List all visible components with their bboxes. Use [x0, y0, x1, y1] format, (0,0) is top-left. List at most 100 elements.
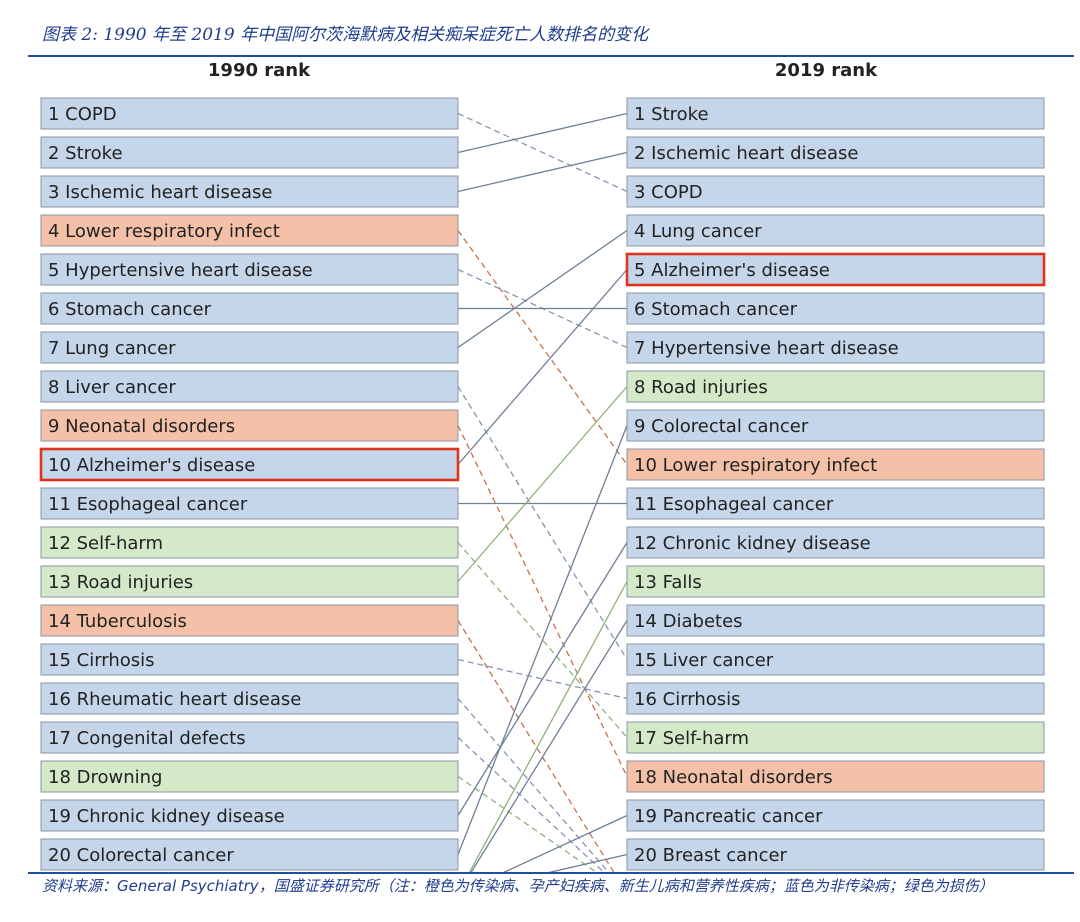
left-column-title: 1990 rank [208, 60, 311, 81]
right-rank-label-7: 7 Hypertensive heart disease [634, 338, 899, 359]
right-rank-box-2 [626, 136, 1045, 169]
source-reference: General Psychiatry [117, 877, 259, 895]
left-rank-label-5: 5 Hypertensive heart disease [48, 260, 313, 281]
left-rank-label-15: 15 Cirrhosis [48, 650, 155, 671]
left-rank-box-5 [40, 253, 459, 286]
right-rank-box-18 [626, 760, 1045, 793]
right-rank-label-6: 6 Stomach cancer [634, 299, 798, 320]
right-rank-box-11 [626, 487, 1045, 520]
link-line-self-harm [457, 542, 628, 738]
left-rank-box-8 [40, 370, 459, 403]
left-rank-box-4 [40, 214, 459, 247]
right-rank-label-3: 3 COPD [634, 182, 703, 203]
right-rank-label-2: 2 Ischemic heart disease [634, 143, 858, 164]
rank-boxes: 1 COPD 2 Stroke 3 Ischemic heart disease 4 … [39, 97, 1046, 871]
link-line-copd [457, 112, 628, 193]
right-rank-box-9 [626, 409, 1045, 442]
left-rank-box-15 [40, 643, 459, 676]
bottom-rule [28, 872, 1074, 874]
left-rank-label-4: 4 Lower respiratory infect [48, 221, 280, 242]
right-rank-label-13: 13 Falls [634, 572, 702, 593]
left-rank-label-8: 8 Liver cancer [48, 377, 176, 398]
left-rank-box-3 [40, 175, 459, 208]
right-rank-label-4: 4 Lung cancer [634, 221, 762, 242]
rank-change-chart: 1 COPD 2 Stroke 3 Ischemic heart disease 4 … [39, 60, 1046, 872]
left-rank-box-11 [40, 487, 459, 520]
right-rank-box-14 [626, 604, 1045, 637]
left-rank-label-16: 16 Rheumatic heart disease [48, 689, 301, 710]
link-line-ischemic-heart-disease [457, 151, 628, 193]
top-rule [28, 55, 1074, 57]
right-rank-box-10 [626, 448, 1045, 481]
right-rank-box-13 [626, 565, 1045, 598]
right-rank-box-3 [626, 175, 1045, 208]
right-rank-box-4 [626, 214, 1045, 247]
right-rank-box-1 [626, 97, 1045, 130]
left-rank-box-12 [40, 526, 459, 559]
right-rank-label-19: 19 Pancreatic cancer [634, 806, 823, 827]
link-line-lung-cancer [457, 229, 628, 349]
left-rank-label-20: 20 Colorectal cancer [48, 845, 234, 866]
left-rank-box-17 [40, 721, 459, 754]
link-line-road-injuries [457, 386, 628, 582]
left-rank-box-9 [40, 409, 459, 442]
left-rank-label-19: 19 Chronic kidney disease [48, 806, 285, 827]
right-rank-box-8 [626, 370, 1045, 403]
left-rank-label-12: 12 Self-harm [48, 533, 163, 554]
left-rank-label-18: 18 Drowning [48, 767, 162, 788]
right-rank-label-20: 20 Breast cancer [634, 845, 788, 866]
link-line-stroke [457, 112, 628, 154]
left-rank-label-17: 17 Congenital defects [48, 728, 246, 749]
link-line-breast-cancer [548, 853, 628, 872]
right-rank-box-12 [626, 526, 1045, 559]
right-rank-label-17: 17 Self-harm [634, 728, 749, 749]
left-rank-box-7 [40, 331, 459, 364]
right-rank-label-15: 15 Liver cancer [634, 650, 774, 671]
left-rank-label-13: 13 Road injuries [48, 572, 193, 593]
link-line-lower-respiratory-infect [457, 230, 628, 465]
right-rank-box-6 [626, 292, 1045, 325]
link-line-diabetes [470, 620, 628, 872]
right-rank-label-16: 16 Cirrhosis [634, 689, 741, 710]
right-column-title: 2019 rank [775, 60, 878, 81]
right-rank-label-14: 14 Diabetes [634, 611, 743, 632]
right-rank-label-10: 10 Lower respiratory infect [634, 455, 877, 476]
right-rank-label-12: 12 Chronic kidney disease [634, 533, 871, 554]
rank-links [457, 112, 628, 872]
source-prefix: 资料来源： [42, 877, 118, 895]
right-rank-box-5 [625, 252, 1046, 287]
left-rank-label-1: 1 COPD [48, 104, 117, 125]
link-line-pancreatic-cancer [503, 814, 628, 872]
right-rank-box-16 [626, 682, 1045, 715]
right-rank-box-17 [626, 721, 1045, 754]
link-line-neonatal-disorders [457, 425, 628, 777]
left-rank-box-20 [40, 838, 459, 871]
left-rank-label-10: 10 Alzheimer's disease [48, 455, 255, 476]
left-rank-box-6 [40, 292, 459, 325]
right-rank-box-7 [626, 331, 1045, 364]
left-rank-label-14: 14 Tuberculosis [48, 611, 187, 632]
left-rank-box-1 [40, 97, 459, 130]
right-rank-label-8: 8 Road injuries [634, 377, 768, 398]
left-rank-label-6: 6 Stomach cancer [48, 299, 212, 320]
source-text: ，国盛证券研究所（注：橙色为传染病、孕产妇疾病、新生儿病和营养性疾病；蓝色为非传… [258, 877, 994, 895]
left-rank-box-18 [40, 760, 459, 793]
right-rank-label-9: 9 Colorectal cancer [634, 416, 809, 437]
left-rank-label-7: 7 Lung cancer [48, 338, 176, 359]
right-rank-label-11: 11 Esophageal cancer [634, 494, 834, 515]
left-rank-label-9: 9 Neonatal disorders [48, 416, 235, 437]
link-line-falls [468, 581, 628, 872]
link-line-chronic-kidney-disease [457, 542, 628, 816]
left-rank-label-11: 11 Esophageal cancer [48, 494, 248, 515]
left-rank-box-10 [39, 447, 460, 482]
left-rank-box-16 [40, 682, 459, 715]
link-line-alzheimer-s-disease [457, 269, 628, 465]
link-line-liver-cancer [457, 386, 628, 660]
right-rank-label-1: 1 Stroke [634, 104, 709, 125]
source-note: 资料来源：General Psychiatry，国盛证券研究所（注：橙色为传染病… [42, 876, 1072, 897]
left-rank-box-19 [40, 799, 459, 832]
right-rank-box-15 [626, 643, 1045, 676]
right-rank-box-20 [626, 838, 1045, 871]
link-line-congenital-defects [457, 737, 605, 872]
right-rank-label-18: 18 Neonatal disorders [634, 767, 833, 788]
